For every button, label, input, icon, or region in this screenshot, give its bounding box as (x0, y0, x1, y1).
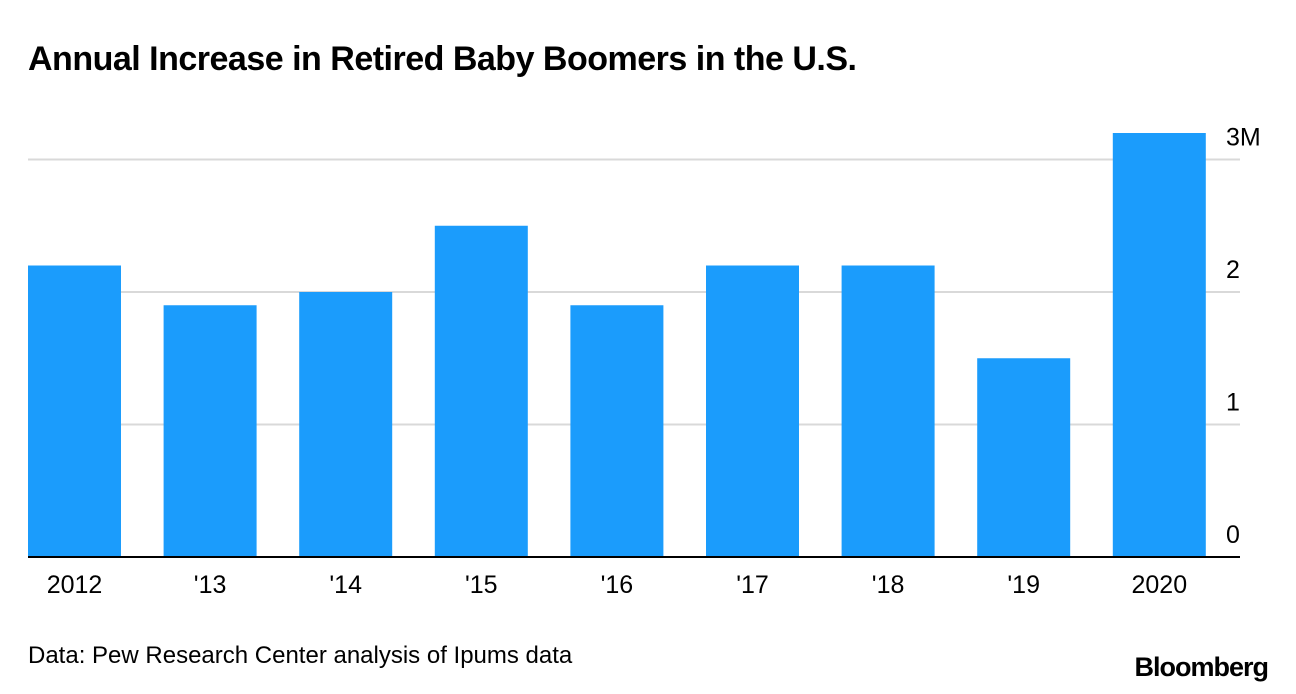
x-tick-label-3: '15 (465, 571, 498, 599)
y-tick-label-0: 0 (1226, 521, 1240, 549)
bar-3 (434, 225, 528, 557)
x-tick-label-1: '13 (194, 571, 227, 599)
bar-7 (977, 358, 1071, 557)
x-tick-label-5: '17 (736, 571, 769, 599)
y-tick-label-1: 1 (1226, 389, 1240, 417)
bloomberg-logo: Bloomberg (1134, 652, 1269, 682)
x-tick-label-8: 2020 (1131, 571, 1187, 599)
bar-2 (299, 292, 393, 557)
bar-0 (28, 265, 121, 557)
x-tick-label-6: '18 (872, 571, 905, 599)
bar-1 (163, 305, 257, 557)
x-tick-label-4: '16 (601, 571, 634, 599)
x-tick-label-0: 2012 (47, 571, 103, 599)
x-tick-label-7: '19 (1007, 571, 1040, 599)
y-tick-label-2: 2 (1226, 256, 1240, 284)
chart-title: Annual Increase in Retired Baby Boomers … (28, 40, 857, 78)
y-tick-label-3: 3M (1226, 124, 1261, 152)
bars (28, 133, 1206, 557)
tick-labels: 0 1 2 3M 2012 '13 '14 '15 '16 '17 '18 '19 2020 (47, 124, 1261, 600)
bar-4 (570, 305, 664, 557)
x-tick-label-2: '14 (329, 571, 362, 599)
bar-6 (841, 265, 935, 557)
bar-8 (1112, 133, 1206, 557)
source-note: Data: Pew Research Center analysis of Ip… (28, 642, 573, 669)
bar-5 (706, 265, 799, 557)
